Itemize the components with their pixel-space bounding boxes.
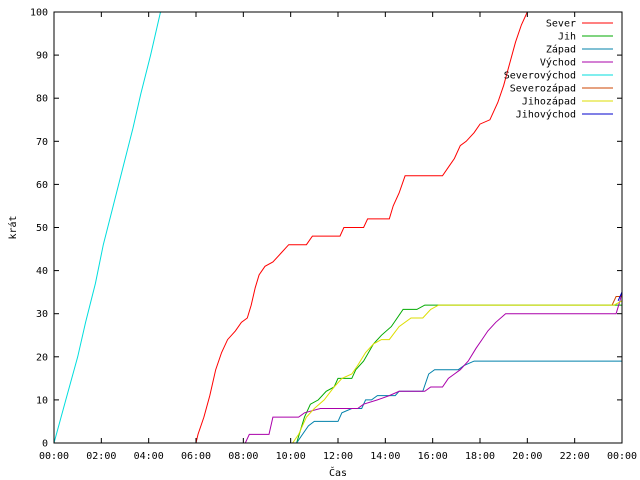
series-line-1 [195, 12, 528, 443]
series-line-8 [617, 291, 622, 302]
x-tick-label: 00:00 [607, 451, 637, 462]
legend-label: Severovýchod [504, 70, 576, 82]
legend-label: Jihovýchod [516, 109, 576, 121]
x-tick-label: 14:00 [370, 451, 400, 462]
x-tick-label: 02:00 [86, 451, 116, 462]
x-axis-ticks: 00:00 02:00 04:00 06:00 08:00 10:00 12:00 14:00… [39, 12, 637, 462]
series-line-3 [296, 360, 622, 443]
y-tick-label: 50 [36, 223, 48, 234]
series-line-2 [296, 304, 622, 443]
y-tick-label: 30 [36, 309, 48, 320]
y-tick-label: 60 [36, 180, 48, 191]
y-tick-label: 70 [36, 137, 48, 148]
plot-frame [53, 11, 623, 444]
x-tick-label: 16:00 [418, 451, 448, 462]
series-line-4 [244, 291, 622, 443]
x-tick-label: 20:00 [512, 451, 542, 462]
legend: Sever JihZápadVýchodSeverovýchodSeverozáp… [504, 19, 613, 121]
legend-label: Jih [558, 32, 576, 43]
legend-label: Západ [546, 44, 576, 56]
y-tick-label: 90 [36, 51, 48, 62]
plot-lines [54, 12, 622, 443]
legend-label: Sever [546, 19, 576, 30]
y-tick-label: 40 [36, 266, 48, 277]
x-tick-label: 12:00 [323, 451, 353, 462]
x-tick-label: 08:00 [228, 451, 258, 462]
x-axis-title: Čas [329, 466, 347, 479]
legend-label: Jihozápad [522, 96, 576, 108]
y-tick-label: 20 [36, 352, 48, 363]
y-tick-label: 10 [36, 395, 48, 406]
x-tick-label: 18:00 [465, 451, 495, 462]
legend-label: Severozápad [510, 83, 576, 95]
legend-label: Východ [540, 57, 576, 69]
x-tick-label: 06:00 [181, 451, 211, 462]
y-axis-title: krát [7, 215, 19, 239]
x-tick-label: 04:00 [134, 451, 164, 462]
y-tick-label: 80 [36, 94, 48, 105]
y-tick-label: 100 [30, 8, 48, 19]
x-tick-label: 10:00 [276, 451, 306, 462]
x-tick-label: 00:00 [39, 451, 69, 462]
series-line-7 [292, 300, 622, 443]
x-tick-label: 22:00 [560, 451, 590, 462]
y-tick-label: 0 [42, 439, 48, 450]
series-line-5 [54, 12, 161, 443]
